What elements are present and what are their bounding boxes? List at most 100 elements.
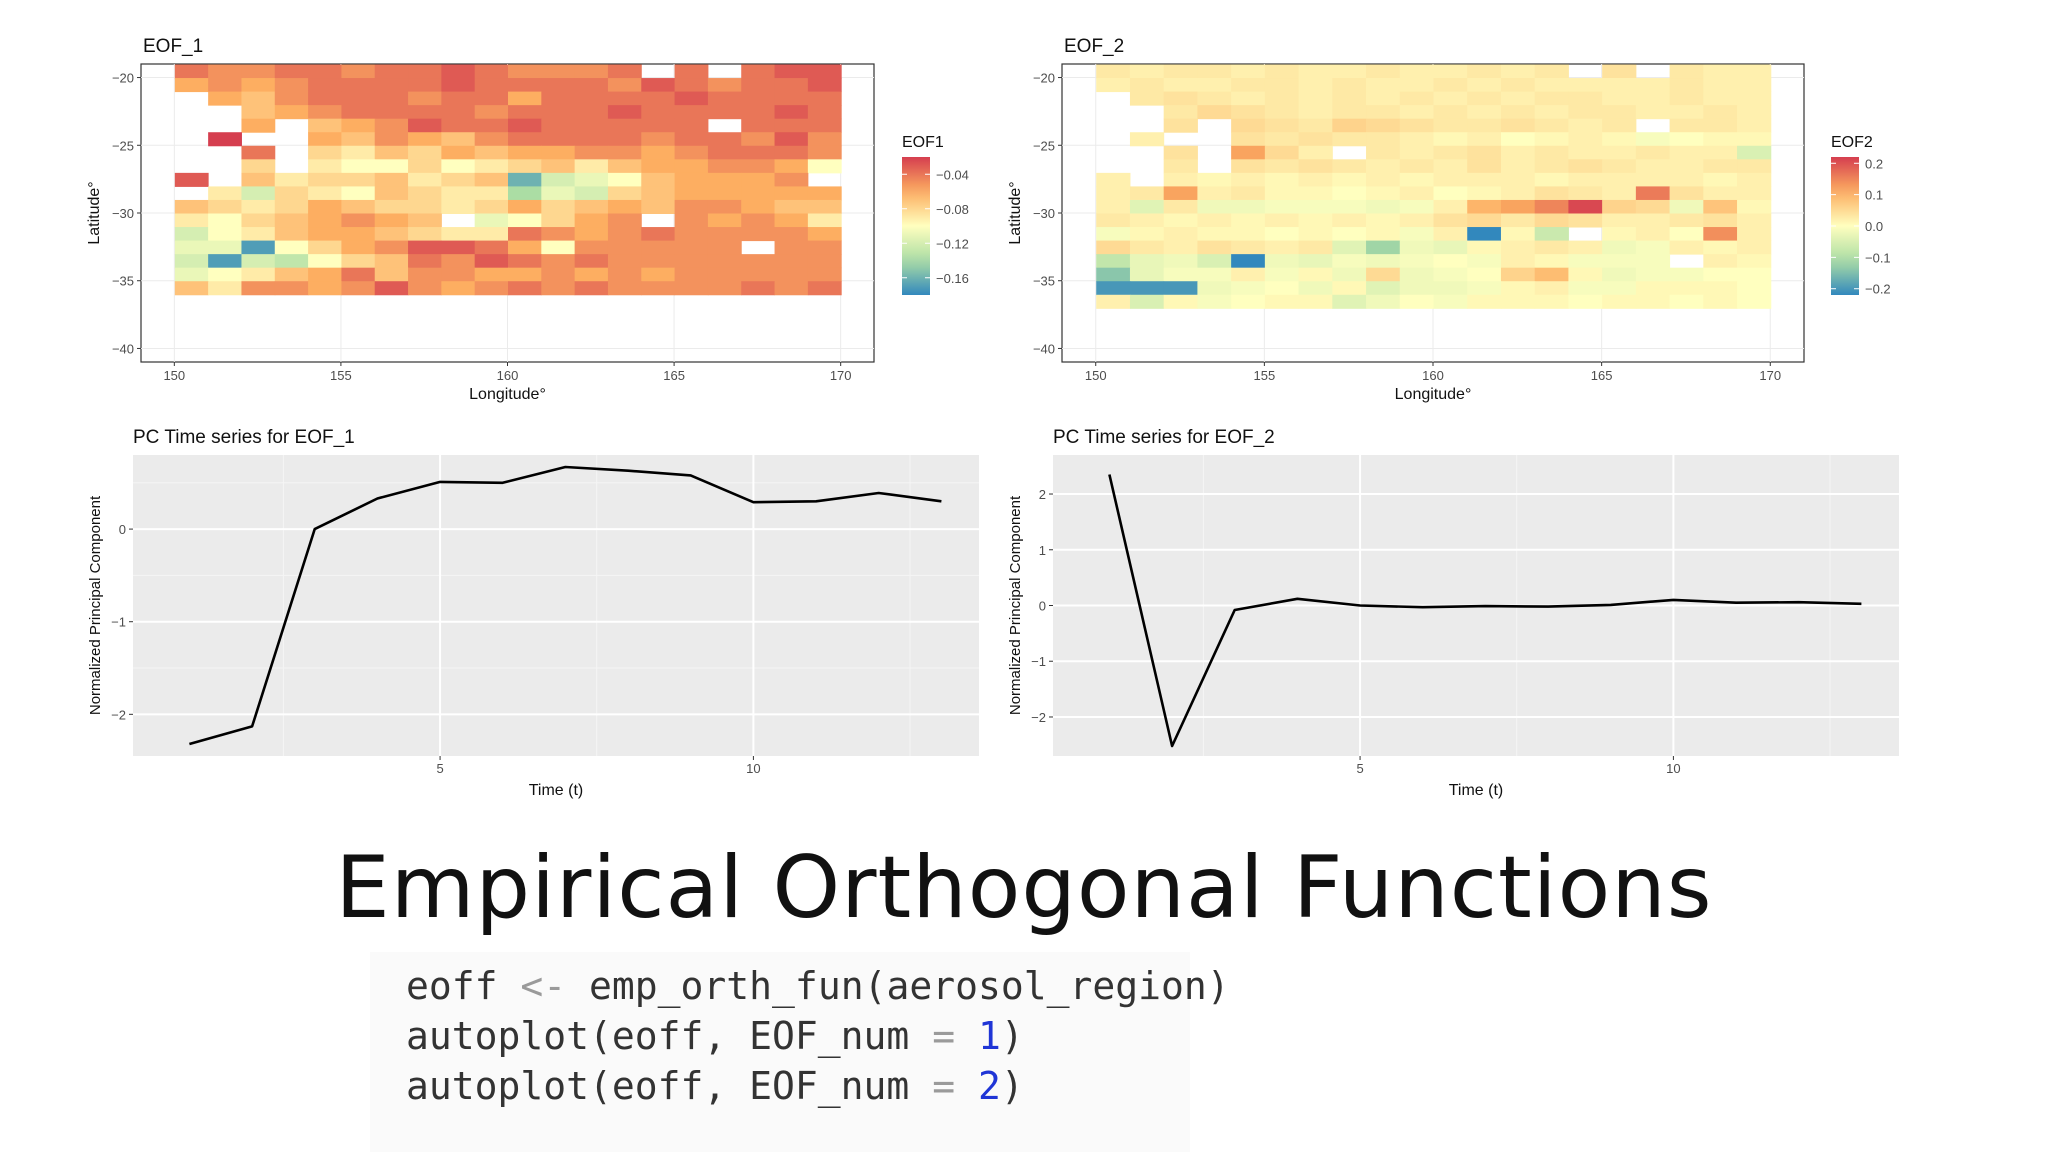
heatmap-cell	[1500, 145, 1536, 160]
heatmap-cell	[1669, 213, 1704, 228]
x-tick-label: 165	[663, 368, 685, 383]
x-tick-label: 170	[830, 368, 852, 383]
heatmap-cell	[508, 118, 542, 133]
heatmap-cell	[508, 172, 542, 187]
heatmap-cell	[1433, 294, 1468, 309]
legend-tick-label: −0.1	[1865, 250, 1891, 265]
heatmap-cell	[474, 267, 509, 282]
heatmap-cell	[274, 213, 309, 228]
heatmap-cell	[1399, 132, 1434, 147]
heatmap-cell	[508, 186, 542, 201]
y-axis-label: Latitude°	[1007, 181, 1024, 244]
heatmap-cell	[1197, 91, 1232, 106]
heatmap-cell	[1264, 78, 1300, 93]
heatmap-cell	[441, 227, 476, 242]
heatmap-cell	[1298, 78, 1333, 93]
heatmap-cell	[208, 78, 242, 93]
heatmap-cell	[641, 267, 676, 282]
x-axis-label: Longitude°	[1395, 386, 1472, 403]
heatmap-cell	[607, 281, 642, 296]
heatmap-cell	[1568, 118, 1603, 133]
heatmap-cell	[1197, 254, 1232, 269]
heatmap-cell	[1096, 78, 1131, 93]
heatmap-cell	[1399, 227, 1434, 242]
heatmap-cell	[707, 132, 742, 147]
heatmap-cell	[1703, 281, 1738, 296]
heatmap-cell	[1366, 172, 1401, 187]
heatmap-cell	[1635, 199, 1671, 214]
heatmap-cell	[1399, 267, 1434, 282]
y-tick-label: −40	[112, 341, 134, 356]
heatmap-cell	[1602, 64, 1637, 79]
heatmap-cell	[308, 267, 342, 282]
heatmap-cell	[1197, 227, 1232, 242]
heatmap-cell	[1602, 118, 1637, 133]
heatmap-cell	[741, 159, 776, 174]
heatmap-cell	[208, 64, 242, 79]
heatmap-cell	[1129, 186, 1165, 201]
heatmap-cell	[1366, 78, 1401, 93]
heatmap-cell	[707, 199, 742, 214]
heatmap-cell	[607, 78, 642, 93]
heatmap-cell	[1534, 254, 1569, 269]
heatmap-cell	[474, 199, 509, 214]
heatmap-cell	[1163, 91, 1198, 106]
heatmap-cell	[574, 78, 609, 93]
heatmap-cell	[1534, 159, 1569, 174]
heatmap-cell	[774, 132, 809, 147]
y-tick-label: −25	[1033, 138, 1055, 153]
heatmap-cell	[774, 199, 809, 214]
heatmap-cell	[707, 172, 742, 187]
heatmap-cell	[541, 186, 576, 201]
heatmap-cell	[1366, 227, 1401, 242]
heatmap-cell	[408, 172, 442, 187]
heatmap-cell	[1669, 159, 1704, 174]
heatmap-cell	[174, 281, 209, 296]
heatmap-cell	[1737, 105, 1772, 120]
y-tick-label: −25	[112, 138, 134, 153]
heatmap-cell	[1129, 240, 1165, 255]
heatmap-cell	[1366, 267, 1401, 282]
heatmap-cell	[1635, 132, 1671, 147]
heatmap-cell	[341, 213, 376, 228]
heatmap-cell	[674, 78, 709, 93]
heatmap-cell	[641, 78, 676, 93]
heatmap-cell	[308, 159, 342, 174]
heatmap-cell	[1500, 294, 1536, 309]
heatmap-cell	[208, 199, 242, 214]
y-tick-label: −2	[111, 707, 126, 722]
heatmap-cell	[1096, 254, 1131, 269]
x-axis-label: Time (t)	[529, 782, 584, 799]
heatmap-cell	[574, 254, 609, 269]
code-line-3: autoplot(eoff, EOF_num = 2)	[406, 1064, 1024, 1108]
heatmap-cell	[374, 145, 409, 160]
y-tick-label: −1	[111, 615, 126, 630]
heatmap-cell	[1602, 254, 1637, 269]
heatmap-cell	[1332, 294, 1367, 309]
heatmap-cell	[1467, 213, 1502, 228]
heatmap-cell	[674, 105, 709, 120]
heatmap-cell	[1163, 281, 1198, 296]
heatmap-cell	[474, 91, 509, 106]
heatmap-cell	[1635, 240, 1671, 255]
heatmap-cell	[607, 240, 642, 255]
heatmap-cell	[1635, 267, 1671, 282]
heatmap-cell	[308, 227, 342, 242]
heatmap-cell	[1737, 159, 1772, 174]
heatmap-cell	[1399, 118, 1434, 133]
heatmap-cell	[1703, 240, 1738, 255]
heatmap-cell	[807, 267, 842, 282]
heatmap-cell	[1635, 172, 1671, 187]
heatmap-cell	[241, 64, 276, 79]
heatmap-cell	[1298, 145, 1333, 160]
heatmap-cell	[1669, 91, 1704, 106]
heatmap-cell	[1737, 267, 1772, 282]
heatmap-cell	[408, 91, 442, 106]
heatmap-cell	[274, 78, 309, 93]
heatmap-cell	[1467, 159, 1502, 174]
heatmap-cell	[807, 64, 842, 79]
heatmap-cell	[341, 132, 376, 147]
heatmap-cell	[308, 64, 342, 79]
heatmap-cell	[508, 78, 542, 93]
heatmap-cell	[807, 145, 842, 160]
